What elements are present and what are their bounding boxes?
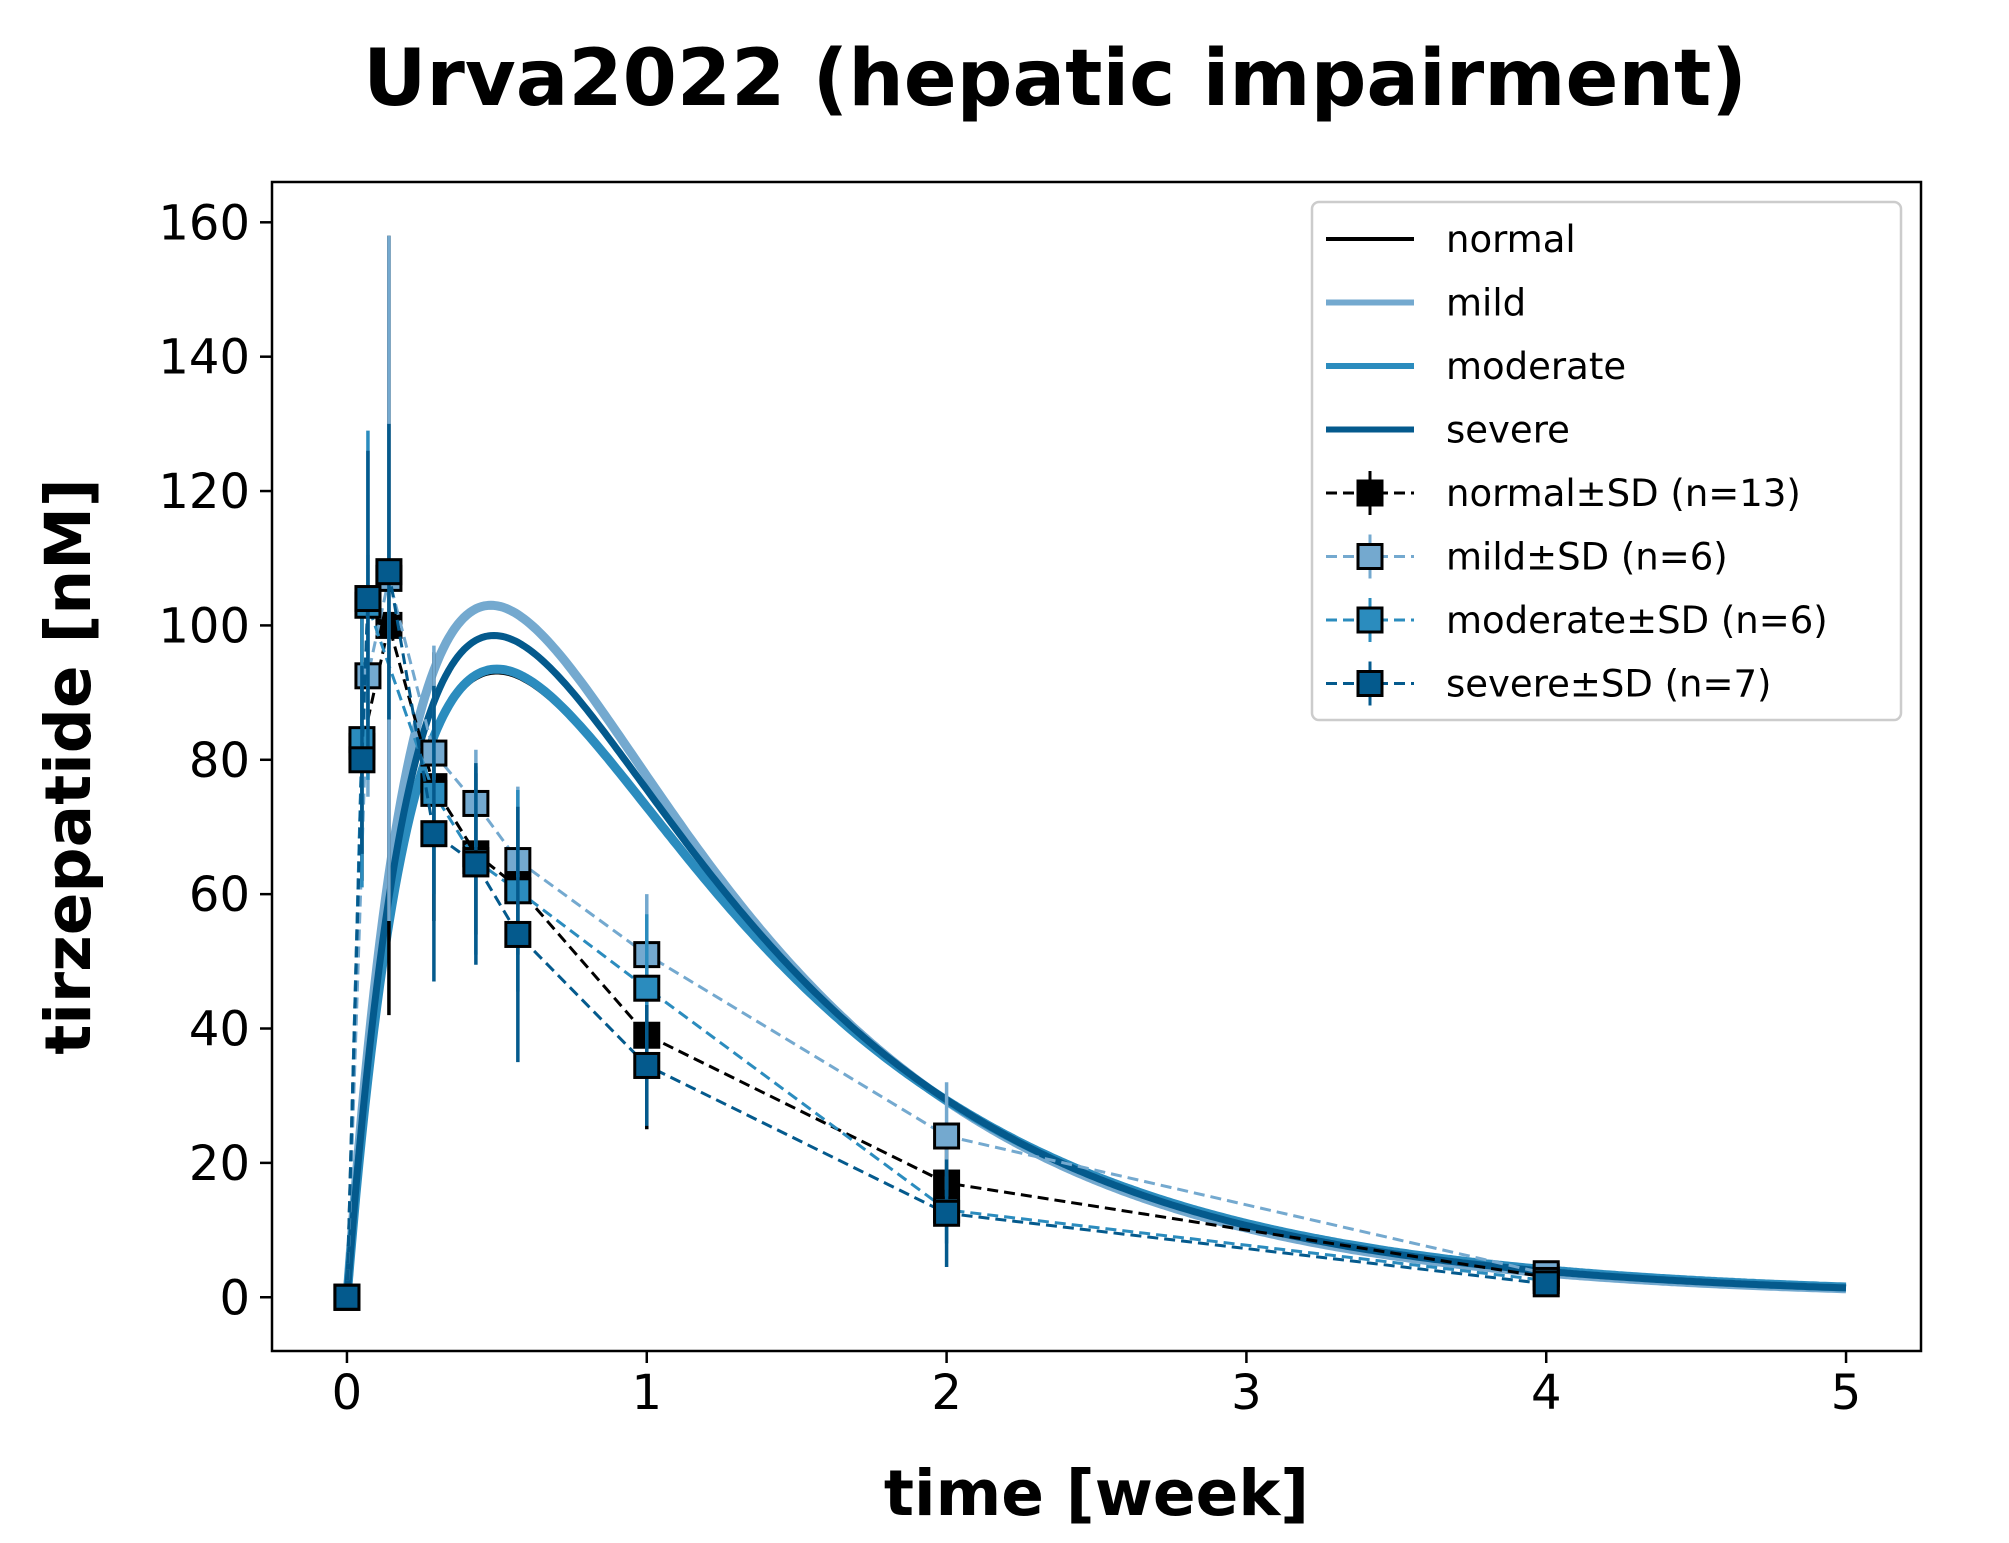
x-tick-label: 5 [1831, 1365, 1862, 1421]
x-tick-label: 0 [332, 1365, 363, 1421]
y-tick-label: 40 [189, 1002, 250, 1058]
data-point [633, 1051, 661, 1079]
data-point [420, 820, 448, 848]
chart-title: Urva2022 (hepatic impairment) [363, 34, 1747, 124]
legend-marker-normal-sd-n-13 [1356, 479, 1384, 507]
y-axis-label: tirzepatide [nM] [32, 478, 105, 1054]
data-point [348, 746, 376, 774]
y-tick-label: 100 [158, 598, 250, 654]
axis-ticks: 0 1 2 3 4 5 0 20 40 60 80 100 120 140 160 [158, 195, 1861, 1421]
legend-box [1310, 200, 1903, 722]
y-tick-label: 80 [189, 733, 250, 789]
data-point [354, 585, 382, 613]
legend-label-mild: mild [1446, 282, 1526, 325]
data-point [375, 558, 403, 586]
legend-marker-mild-sd-n-6 [1356, 543, 1384, 570]
data-point [504, 920, 532, 948]
data-point [333, 1283, 361, 1311]
x-axis-label: time [week] [884, 1457, 1309, 1530]
data-point [933, 1122, 961, 1150]
x-tick-label: 3 [1231, 1365, 1262, 1421]
x-tick-label: 2 [931, 1365, 962, 1421]
legend-label-mild-sd-n-6: mild±SD (n=6) [1446, 536, 1728, 579]
y-tick-label: 140 [158, 330, 250, 386]
legend-label-severe: severe [1446, 409, 1570, 452]
legend: normal mild moderate severe normal±SD (n=13)… [1310, 200, 1903, 722]
data-point [462, 850, 490, 878]
legend-marker-moderate-sd-n-6 [1356, 606, 1384, 634]
y-tick-label: 20 [189, 1136, 250, 1192]
y-tick-label: 0 [219, 1270, 250, 1326]
model-line-severe [343, 632, 1847, 1298]
legend-label-severe-sd-n-7: severe±SD (n=7) [1446, 663, 1771, 706]
y-tick-label: 60 [189, 867, 250, 923]
legend-label-normal-sd-n-13: normal±SD (n=13) [1446, 472, 1801, 515]
model-line-normal [345, 670, 1847, 1298]
model-line-moderate [342, 664, 1848, 1298]
y-tick-label: 160 [158, 195, 250, 251]
y-tick-label: 120 [158, 464, 250, 520]
data-point [933, 1199, 961, 1227]
x-tick-label: 1 [631, 1365, 662, 1421]
data-point [1532, 1270, 1560, 1298]
legend-label-moderate: moderate [1446, 345, 1626, 388]
legend-label-moderate-sd-n-6: moderate±SD (n=6) [1446, 599, 1828, 642]
data-line-mild-sd-n-6 [345, 578, 1547, 1298]
x-tick-label: 4 [1531, 1365, 1562, 1421]
plot-frame [270, 180, 1923, 1353]
data-line-severe-sd-n-7 [345, 568, 1547, 1298]
data-point [633, 974, 661, 1002]
legend-label-normal: normal [1446, 218, 1576, 261]
legend-marker-severe-sd-n-7 [1356, 670, 1384, 697]
plot-area [333, 235, 1848, 1311]
